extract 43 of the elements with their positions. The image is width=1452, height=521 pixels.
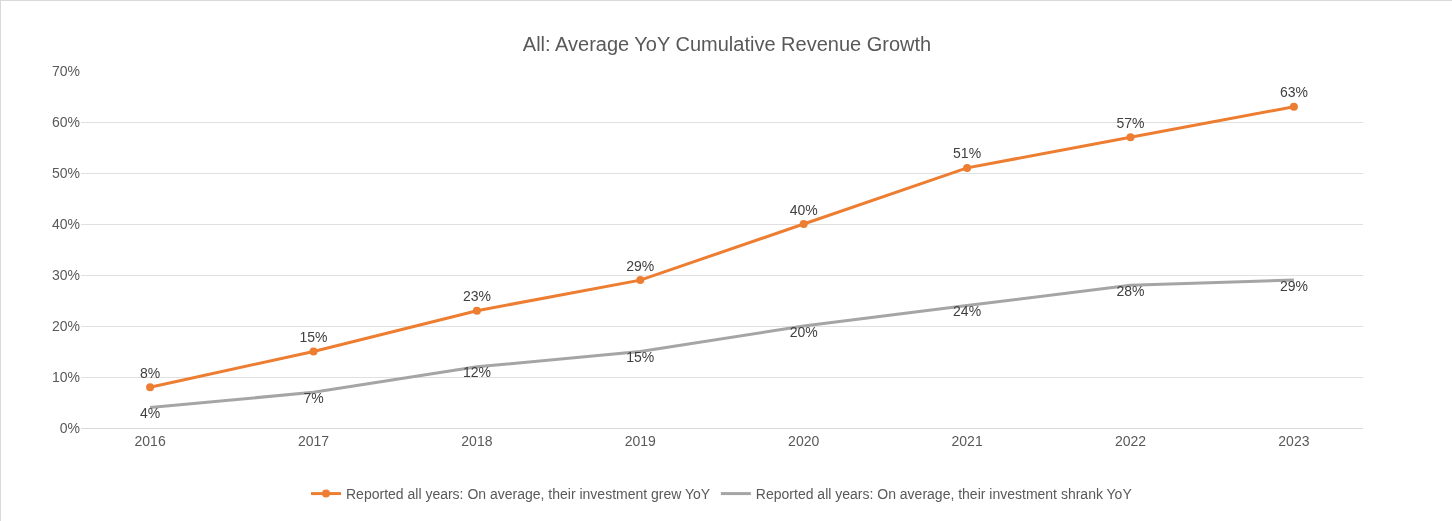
data-label: 4% (139, 405, 161, 422)
legend-label: Reported all years: On average, their investment grew YoY (346, 486, 711, 503)
point (1289, 102, 1298, 111)
x-tick-label: 2016 (134, 432, 166, 449)
data-label: 51% (953, 145, 982, 162)
x-tick-label: 2022 (1114, 432, 1147, 449)
x-tick-label: 2017 (297, 432, 330, 449)
y-tick-label: 50% (51, 164, 80, 181)
x-tick-label: 2019 (624, 432, 657, 449)
point (636, 276, 645, 285)
point (799, 220, 808, 228)
x-tick-label: 2018 (461, 432, 493, 449)
y-tick-label: 0% (59, 419, 80, 436)
y-tick-label: 70% (51, 62, 80, 79)
y-tick-label: 40% (51, 215, 80, 232)
point (963, 163, 972, 172)
data-label: 15% (299, 329, 328, 345)
y-tick-label: 60% (51, 113, 80, 130)
data-label: 28% (1116, 282, 1145, 299)
x-tick-label: 2023 (1278, 432, 1310, 449)
data-label: 24% (953, 303, 982, 320)
point (472, 306, 481, 315)
data-label: 29% (1279, 277, 1308, 294)
data-label: 57% (1116, 114, 1145, 131)
x-tick-label: 2021 (951, 432, 983, 449)
data-label: 12% (462, 364, 491, 381)
y-tick-label: 20% (51, 317, 80, 334)
data-label: 8% (139, 364, 161, 381)
data-label: 63% (1279, 84, 1308, 101)
data-label: 29% (626, 257, 655, 274)
data-label: 15% (626, 349, 655, 365)
y-tick-label: 10% (51, 368, 80, 385)
point (1126, 133, 1135, 142)
point (146, 383, 155, 392)
chart-title: All: Average YoY Cumulative Revenue Growth (522, 33, 932, 56)
data-label: 23% (462, 288, 491, 305)
legend-label: Reported all years: On average, their investment shrank YoY (755, 486, 1133, 503)
x-tick-label: 2020 (788, 432, 820, 449)
point (309, 347, 318, 356)
data-label: 20% (789, 323, 818, 340)
y-tick-label: 30% (51, 266, 80, 283)
data-label: 40% (789, 201, 818, 218)
data-label: 7% (303, 389, 324, 406)
